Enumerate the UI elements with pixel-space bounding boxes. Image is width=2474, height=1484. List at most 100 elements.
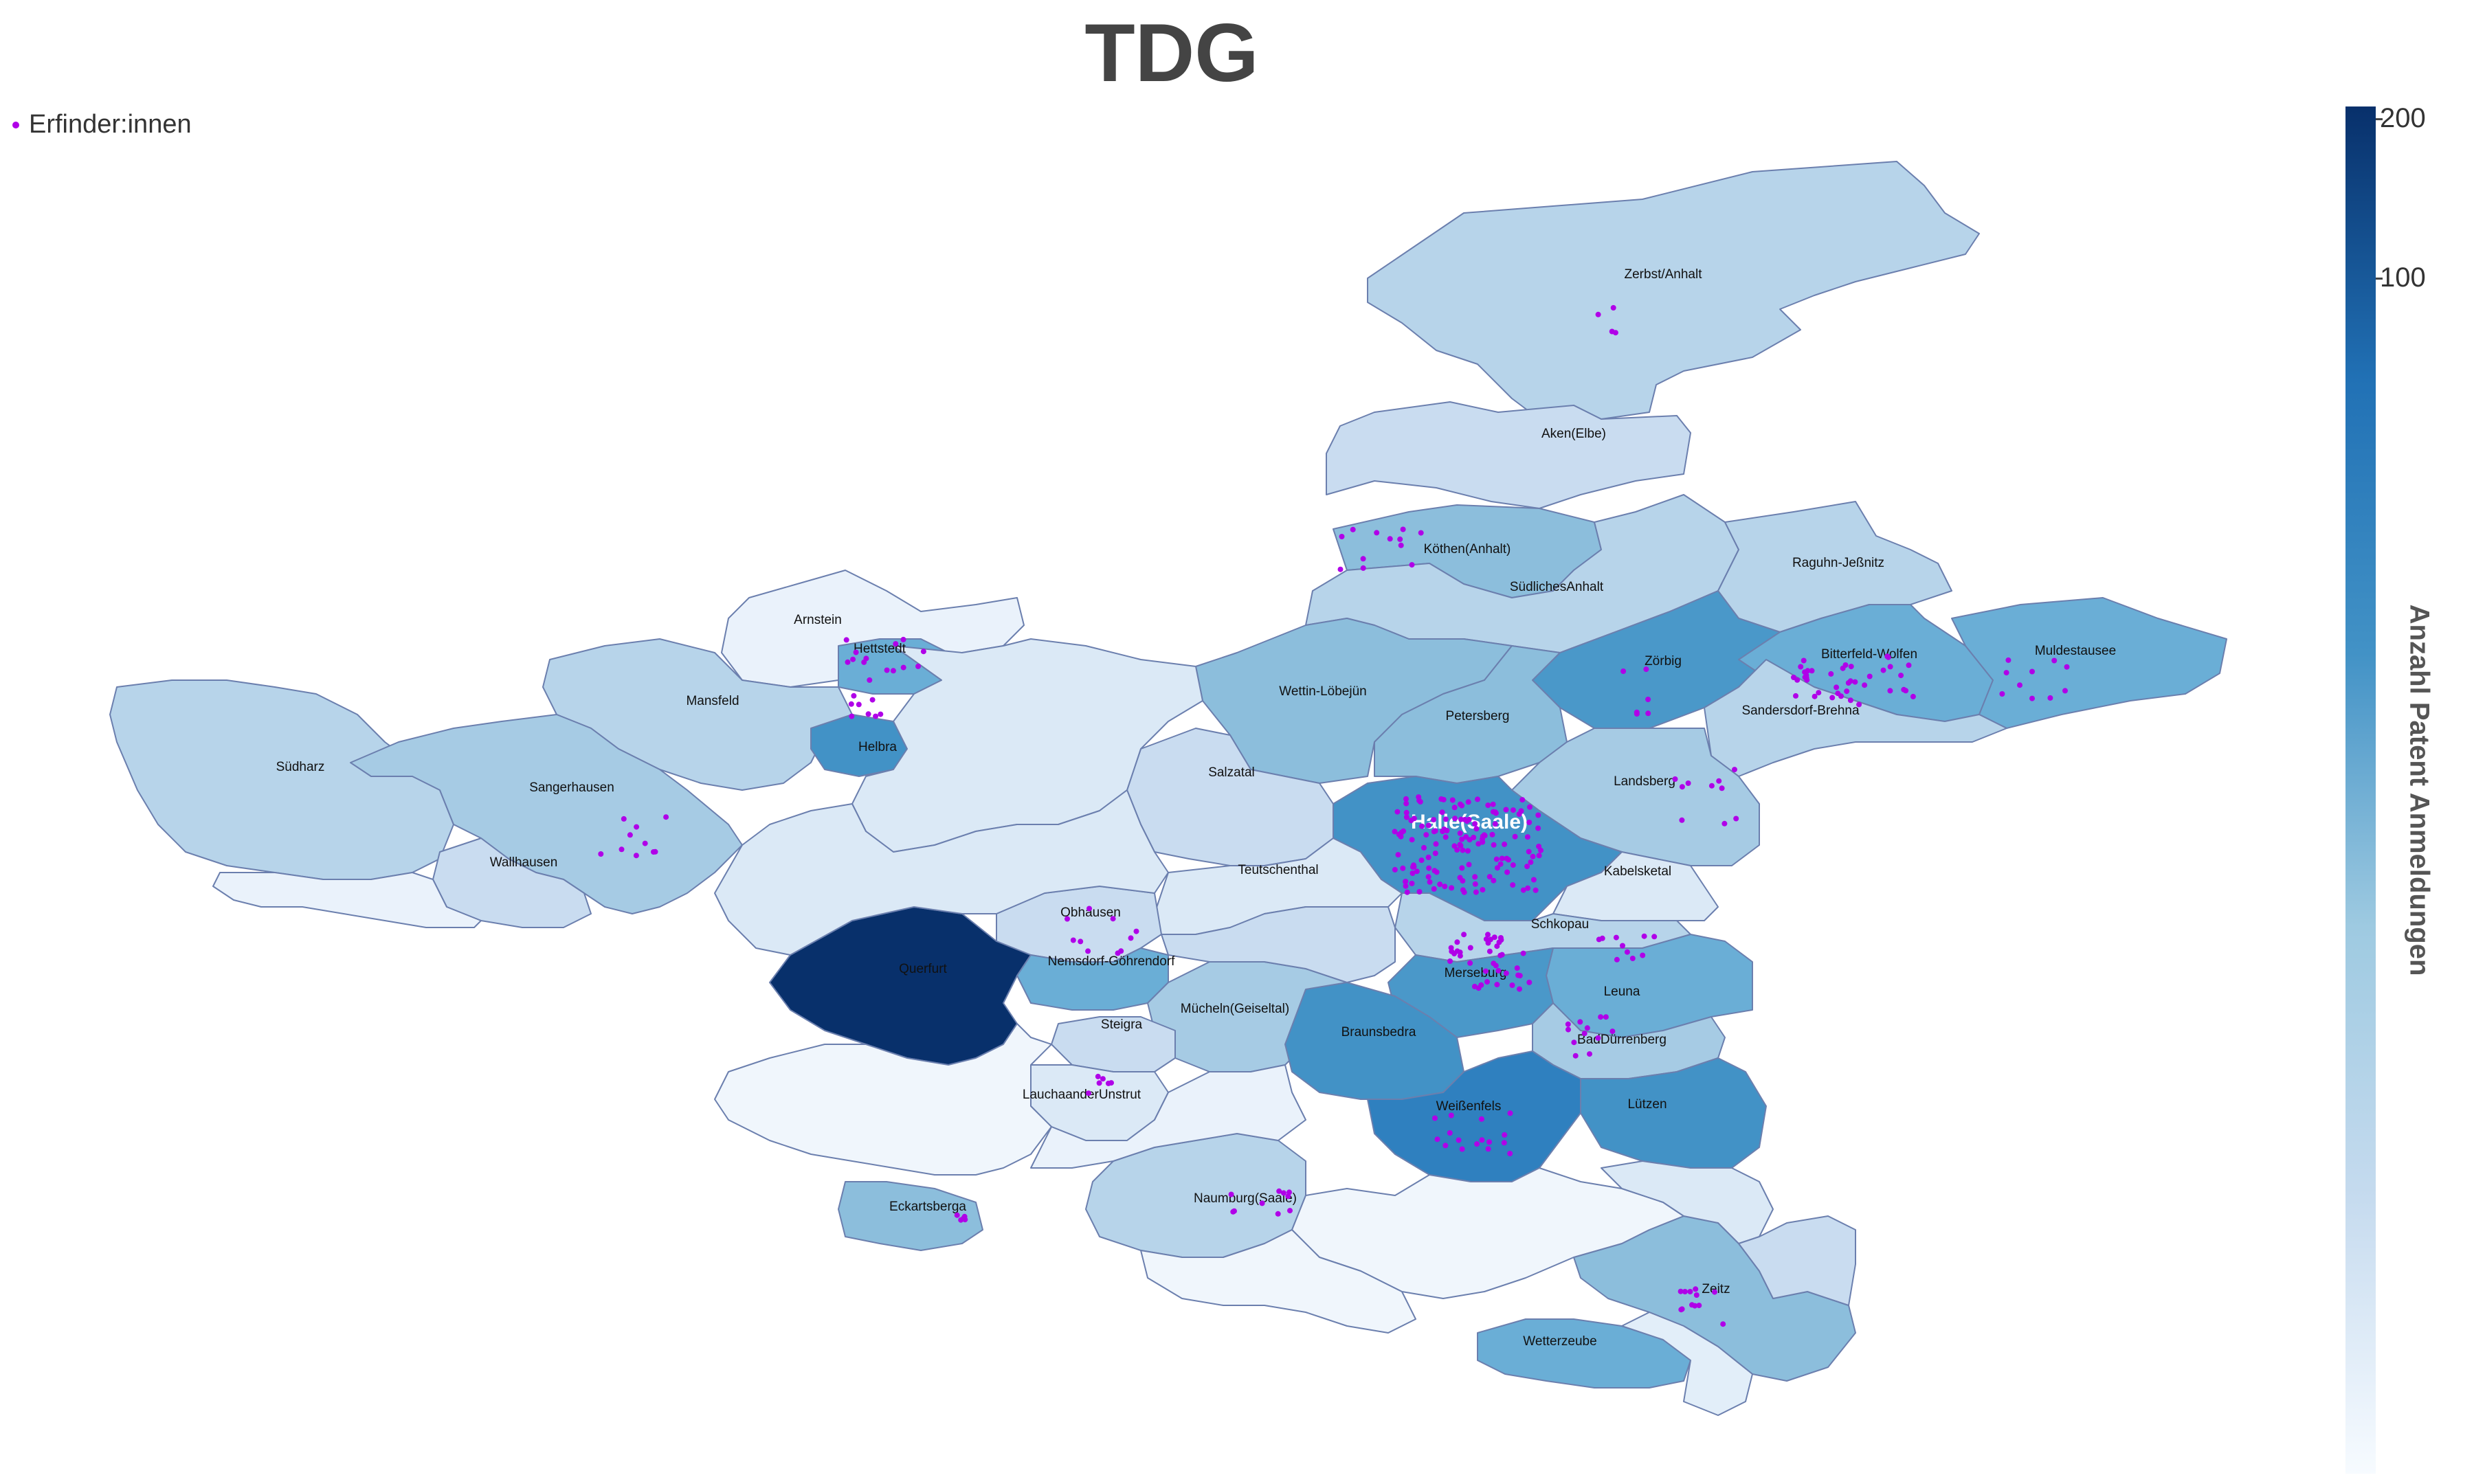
region-unlabelled[interactable] xyxy=(1140,1229,1416,1334)
inventor-marker xyxy=(1485,802,1491,809)
region-label: Braunsbedra xyxy=(1341,1025,1416,1039)
inventor-marker xyxy=(1514,965,1520,971)
inventor-marker xyxy=(1421,844,1427,851)
inventor-marker xyxy=(634,824,640,830)
legend[interactable]: Erfinder:innen xyxy=(12,110,192,139)
inventor-marker xyxy=(1459,1146,1465,1152)
inventor-marker xyxy=(1906,662,1912,668)
region-eckartsberga[interactable] xyxy=(838,1181,983,1251)
inventor-marker xyxy=(1512,833,1518,840)
inventor-marker xyxy=(1456,1137,1462,1143)
inventor-marker xyxy=(1496,939,1502,945)
inventor-marker xyxy=(1720,1321,1726,1327)
region-unlabelled[interactable] xyxy=(1621,1312,1753,1416)
inventor-marker xyxy=(1524,864,1530,870)
inventor-marker xyxy=(1486,874,1493,880)
region-leuna[interactable] xyxy=(1546,934,1753,1038)
inventor-marker xyxy=(1852,679,1858,685)
inventor-marker xyxy=(1118,948,1124,954)
inventor-marker xyxy=(1432,828,1438,834)
inventor-marker xyxy=(1287,1208,1293,1214)
inventor-marker xyxy=(1502,841,1508,847)
inventor-marker-icon xyxy=(12,121,19,128)
inventor-marker xyxy=(893,641,899,647)
region-muldestausee[interactable] xyxy=(1951,597,2227,729)
inventor-marker xyxy=(1471,983,1478,989)
region-label: Hettstedt xyxy=(854,642,906,656)
inventor-marker xyxy=(1844,688,1850,695)
region-zerbst-anhalt[interactable] xyxy=(1367,161,1980,420)
inventor-marker xyxy=(1464,818,1470,824)
inventor-marker xyxy=(1432,851,1438,856)
inventor-marker xyxy=(1682,1289,1688,1294)
inventor-marker xyxy=(1696,1303,1702,1309)
inventor-marker xyxy=(1610,305,1616,311)
inventor-marker xyxy=(1280,1190,1286,1196)
region-unlabelled[interactable] xyxy=(714,789,1169,956)
inventor-marker xyxy=(1708,783,1715,789)
inventor-marker xyxy=(867,677,873,683)
inventor-marker xyxy=(1536,853,1542,859)
inventor-marker xyxy=(856,701,862,708)
inventor-marker xyxy=(1584,1025,1590,1031)
inventor-marker xyxy=(1100,1076,1106,1082)
inventor-marker xyxy=(1411,816,1417,822)
inventor-marker xyxy=(1447,958,1453,964)
inventor-marker xyxy=(1678,1288,1684,1294)
region-label: Mücheln(Geiseltal) xyxy=(1181,1002,1289,1016)
region-unlabelled[interactable] xyxy=(1030,1064,1306,1169)
region-suedharz[interactable] xyxy=(109,679,454,880)
inventor-marker xyxy=(1794,677,1801,683)
inventor-marker xyxy=(1612,330,1618,336)
inventor-marker xyxy=(1228,1191,1234,1198)
inventor-marker xyxy=(1488,936,1493,943)
region-sangerhausen[interactable] xyxy=(350,714,743,914)
inventor-marker xyxy=(1419,823,1425,829)
inventor-marker xyxy=(1643,666,1649,673)
region-unlabelled[interactable] xyxy=(212,872,482,928)
inventor-marker xyxy=(1693,1292,1700,1298)
inventor-marker xyxy=(621,816,627,822)
inventor-marker xyxy=(1620,943,1625,949)
inventor-marker xyxy=(1392,866,1398,873)
inventor-marker xyxy=(1887,664,1893,670)
region-label: Aken(Elbe) xyxy=(1541,427,1606,441)
inventor-marker xyxy=(1491,960,1497,967)
inventor-marker xyxy=(1687,1289,1693,1294)
inventor-marker xyxy=(1472,874,1478,880)
region-label: Merseburg xyxy=(1445,966,1507,980)
region-wetterzeube[interactable] xyxy=(1477,1318,1691,1389)
inventor-marker xyxy=(1526,848,1532,855)
region-unlabelled[interactable] xyxy=(1738,1215,1856,1306)
colorbar-title: Anzahl Patent Anmeldungen xyxy=(2404,604,2435,976)
inventor-marker xyxy=(1520,950,1526,956)
region-unlabelled[interactable] xyxy=(714,1023,1052,1176)
inventor-marker xyxy=(1493,810,1499,816)
inventor-marker xyxy=(1885,654,1891,660)
colorbar-tick-100: 100 xyxy=(2376,262,2426,293)
inventor-marker xyxy=(1840,665,1846,671)
region-label: Eckartsberga xyxy=(889,1200,966,1214)
region-unlabelled[interactable] xyxy=(1161,906,1396,983)
inventor-marker xyxy=(2029,695,2035,701)
inventor-marker xyxy=(1403,879,1408,885)
inventor-marker xyxy=(954,1212,960,1218)
inventor-marker xyxy=(1095,1073,1101,1079)
region-label: Südharz xyxy=(276,760,325,774)
inventor-marker xyxy=(961,1213,968,1219)
inventor-marker xyxy=(1426,865,1432,871)
inventor-marker xyxy=(1491,842,1497,848)
inventor-marker xyxy=(1447,1130,1453,1136)
region-aken-elbe[interactable] xyxy=(1326,401,1691,509)
inventor-marker xyxy=(1480,839,1486,845)
inventor-marker xyxy=(1719,785,1725,791)
inventor-marker xyxy=(1527,804,1533,810)
inventor-marker xyxy=(1499,952,1505,958)
choropleth-map[interactable]: Zerbst/Anhalt Aken(Elbe) Köthen(Anhalt) Süd… xyxy=(0,0,2337,1484)
region-steigra[interactable] xyxy=(1051,1016,1176,1072)
region-label: Zerbst/Anhalt xyxy=(1625,267,1703,282)
inventor-marker xyxy=(1493,856,1500,862)
region-luetzen[interactable] xyxy=(1580,1057,1767,1169)
inventor-marker xyxy=(1525,885,1531,891)
inventor-marker xyxy=(1457,842,1463,848)
